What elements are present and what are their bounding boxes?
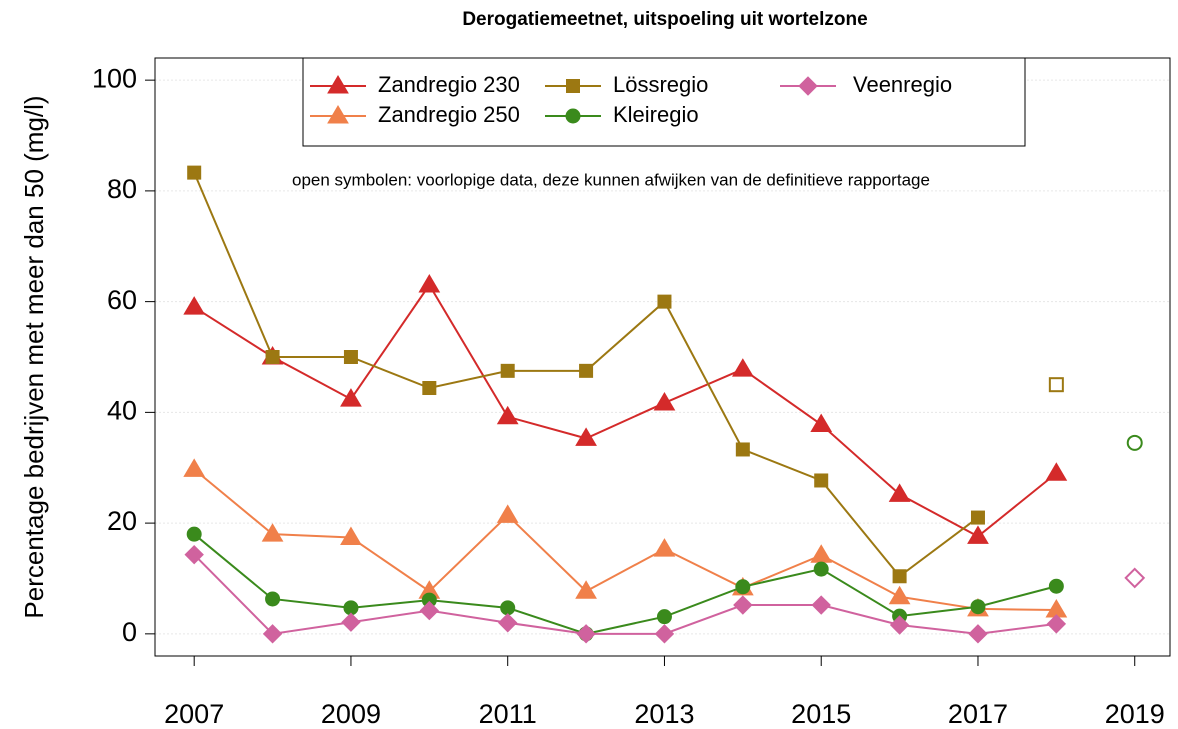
marker (731, 358, 754, 377)
marker (340, 388, 362, 407)
legend-label: Veenregio (853, 72, 952, 97)
marker (187, 165, 202, 180)
marker (1124, 567, 1146, 589)
legend-label: Zandregio 250 (378, 102, 520, 127)
marker (184, 544, 204, 565)
marker (418, 274, 441, 293)
marker (1046, 614, 1067, 634)
series-line (193, 468, 1057, 612)
marker (654, 624, 675, 644)
marker (970, 510, 985, 525)
legend-box (302, 57, 1026, 147)
series-line (193, 553, 1057, 635)
marker (579, 363, 594, 378)
y-tick-label: 0 (122, 617, 137, 647)
marker (575, 580, 597, 599)
x-tick-label: 2011 (479, 699, 537, 729)
legend-marker (565, 108, 581, 124)
marker (183, 458, 206, 477)
marker (892, 569, 907, 584)
marker (814, 473, 829, 488)
marker (657, 294, 672, 309)
legend-marker (566, 79, 580, 93)
x-tick-label: 2007 (164, 699, 224, 729)
marker (497, 613, 518, 633)
legend-label: Lössregio (613, 72, 708, 97)
marker (811, 595, 831, 615)
y-tick-label: 80 (107, 174, 137, 204)
marker (265, 591, 281, 607)
x-tick-label: 2013 (634, 699, 694, 729)
legend-marker (327, 75, 349, 94)
x-tick-label: 2019 (1105, 699, 1165, 729)
y-tick-label: 20 (107, 506, 137, 536)
chart-title: Derogatiemeetnet, uitspoeling uit wortel… (462, 9, 867, 30)
x-tick-label: 2009 (321, 699, 381, 729)
marker (500, 600, 516, 616)
legend-marker (327, 105, 349, 124)
marker (970, 599, 986, 615)
marker (889, 615, 910, 635)
marker (1048, 377, 1064, 393)
marker (1048, 578, 1064, 594)
marker (262, 624, 283, 644)
marker (575, 427, 597, 446)
series-line (193, 533, 1057, 635)
x-tick-label: 2015 (791, 699, 851, 729)
marker (496, 504, 519, 523)
series-line (193, 283, 1057, 538)
marker (496, 405, 519, 425)
marker (888, 585, 911, 605)
legend-label: Zandregio 230 (378, 72, 520, 97)
marker (422, 381, 437, 396)
marker (813, 561, 829, 577)
marker (888, 483, 911, 502)
marker (967, 525, 989, 544)
marker (810, 544, 833, 563)
marker (183, 296, 206, 315)
annotation: open symbolen: voorlopige data, deze kun… (292, 170, 930, 189)
y-tick-label: 100 (92, 63, 137, 93)
legend-marker (798, 76, 818, 96)
marker (186, 526, 202, 542)
y-tick-label: 40 (107, 395, 137, 425)
marker (261, 523, 284, 542)
marker (733, 595, 753, 615)
marker (653, 391, 676, 411)
marker (341, 612, 361, 632)
marker (265, 350, 280, 364)
marker (1045, 462, 1068, 481)
marker (419, 600, 440, 621)
marker (653, 538, 676, 557)
marker (735, 579, 751, 595)
marker (1126, 434, 1143, 451)
marker (340, 526, 362, 546)
marker (656, 609, 672, 625)
legend-label: Kleiregio (613, 102, 699, 127)
marker (810, 413, 833, 433)
marker (576, 624, 596, 644)
marker (735, 442, 750, 457)
marker (343, 350, 358, 364)
marker (500, 363, 515, 378)
y-axis-label: Percentage bedrijven met meer dan 50 (mg… (19, 95, 49, 618)
x-tick-label: 2017 (948, 699, 1008, 729)
y-tick-label: 60 (107, 285, 137, 315)
marker (968, 624, 988, 644)
